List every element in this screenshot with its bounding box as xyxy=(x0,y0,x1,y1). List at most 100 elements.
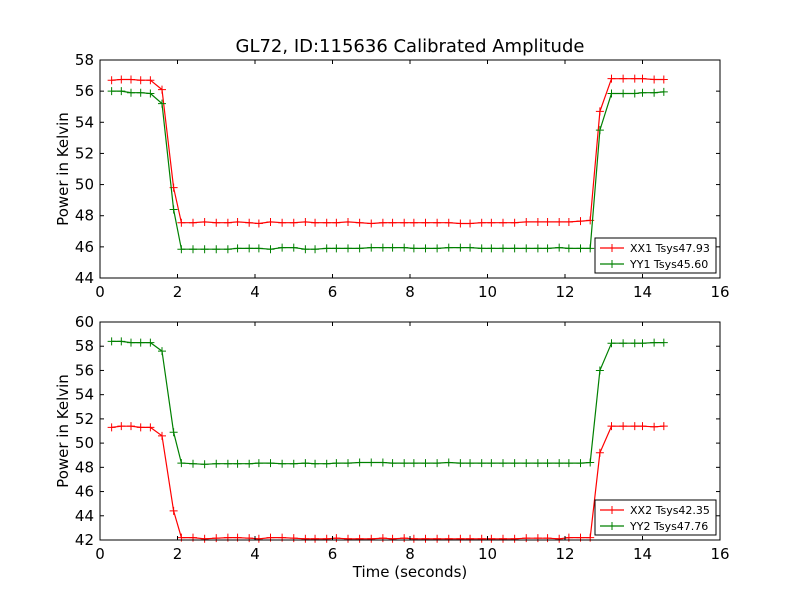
data-point xyxy=(289,243,298,252)
data-point xyxy=(409,534,418,543)
y-tick-label: 56 xyxy=(75,361,94,379)
data-point xyxy=(650,88,659,97)
x-tick-label: 14 xyxy=(633,283,652,301)
series-line-1 xyxy=(111,425,664,540)
data-point xyxy=(289,459,298,468)
x-tick-label: 2 xyxy=(173,283,183,301)
legend-label: YY1 Tsys45.60 xyxy=(629,258,708,271)
data-point xyxy=(659,87,668,96)
data-point xyxy=(499,459,507,468)
data-point xyxy=(301,534,310,543)
data-point xyxy=(421,218,430,227)
data-point xyxy=(595,126,604,135)
data-point xyxy=(433,244,442,253)
data-point xyxy=(200,460,209,469)
data-point xyxy=(136,88,145,97)
y-axis-label: Power in Kelvin xyxy=(54,112,72,226)
data-point xyxy=(533,244,542,253)
data-point xyxy=(543,217,552,226)
data-point xyxy=(146,338,155,347)
series-line-2 xyxy=(111,90,664,250)
data-point xyxy=(638,422,647,431)
data-point xyxy=(245,244,254,253)
data-point xyxy=(388,534,397,543)
data-point xyxy=(344,534,352,543)
data-point xyxy=(266,245,275,254)
data-point xyxy=(421,244,430,253)
data-point xyxy=(127,338,135,347)
data-point xyxy=(355,458,364,467)
data-point xyxy=(322,218,331,227)
data-point xyxy=(456,459,465,468)
data-point xyxy=(158,99,166,108)
data-point xyxy=(576,217,585,226)
data-point xyxy=(311,245,320,254)
data-point xyxy=(289,218,298,227)
y-tick-label: 44 xyxy=(75,269,94,287)
data-point xyxy=(212,245,221,254)
data-point xyxy=(487,534,496,543)
data-point xyxy=(522,217,531,226)
data-point xyxy=(177,245,186,254)
data-point xyxy=(189,218,197,227)
data-point xyxy=(177,459,186,468)
data-point xyxy=(444,243,453,252)
data-point xyxy=(619,339,628,348)
data-point xyxy=(254,459,263,468)
data-point xyxy=(477,218,486,227)
data-point xyxy=(586,244,595,253)
data-point xyxy=(543,459,552,468)
data-point xyxy=(223,218,232,227)
data-point xyxy=(127,75,135,84)
data-point xyxy=(659,75,668,84)
data-point xyxy=(254,219,263,228)
y-tick-label: 50 xyxy=(75,434,94,452)
data-point xyxy=(456,243,465,252)
y-tick-label: 50 xyxy=(75,176,94,194)
data-point xyxy=(117,87,126,96)
data-point xyxy=(510,534,519,543)
data-point xyxy=(107,423,116,432)
data-point xyxy=(245,218,254,227)
data-point xyxy=(388,243,397,252)
data-point xyxy=(659,422,668,431)
data-point xyxy=(245,534,254,543)
data-point xyxy=(311,534,320,543)
data-point xyxy=(189,459,197,468)
data-point xyxy=(212,218,221,227)
data-point xyxy=(607,339,616,348)
x-tick-label: 8 xyxy=(405,545,415,563)
x-tick-label: 2 xyxy=(173,545,183,563)
data-point xyxy=(278,243,287,252)
data-point xyxy=(367,534,376,543)
x-tick-label: 16 xyxy=(710,283,729,301)
data-point xyxy=(378,534,387,543)
data-point xyxy=(433,459,442,468)
data-point xyxy=(477,244,486,253)
data-point xyxy=(117,422,126,431)
data-point xyxy=(555,459,564,468)
data-point xyxy=(444,534,453,543)
chart-title: GL72, ID:115636 Calibrated Amplitude xyxy=(236,36,585,57)
data-point xyxy=(630,422,639,431)
data-point xyxy=(555,217,564,226)
data-point xyxy=(301,459,310,468)
y-tick-label: 52 xyxy=(75,410,94,428)
data-point xyxy=(595,366,604,375)
data-point xyxy=(146,89,155,98)
x-tick-label: 16 xyxy=(710,545,729,563)
legend: XX1 Tsys47.93 YY1 Tsys45.60 xyxy=(594,237,717,274)
data-point xyxy=(477,459,486,468)
y-tick-label: 48 xyxy=(75,458,94,476)
data-point xyxy=(223,459,232,468)
data-point xyxy=(233,459,242,468)
legend-label: XX2 Tsys42.35 xyxy=(630,504,710,517)
data-point xyxy=(421,459,430,468)
data-point xyxy=(533,534,542,543)
data-point xyxy=(169,506,178,515)
data-point xyxy=(619,89,628,98)
data-point xyxy=(510,244,519,253)
data-point xyxy=(400,218,409,227)
data-point xyxy=(223,245,232,254)
